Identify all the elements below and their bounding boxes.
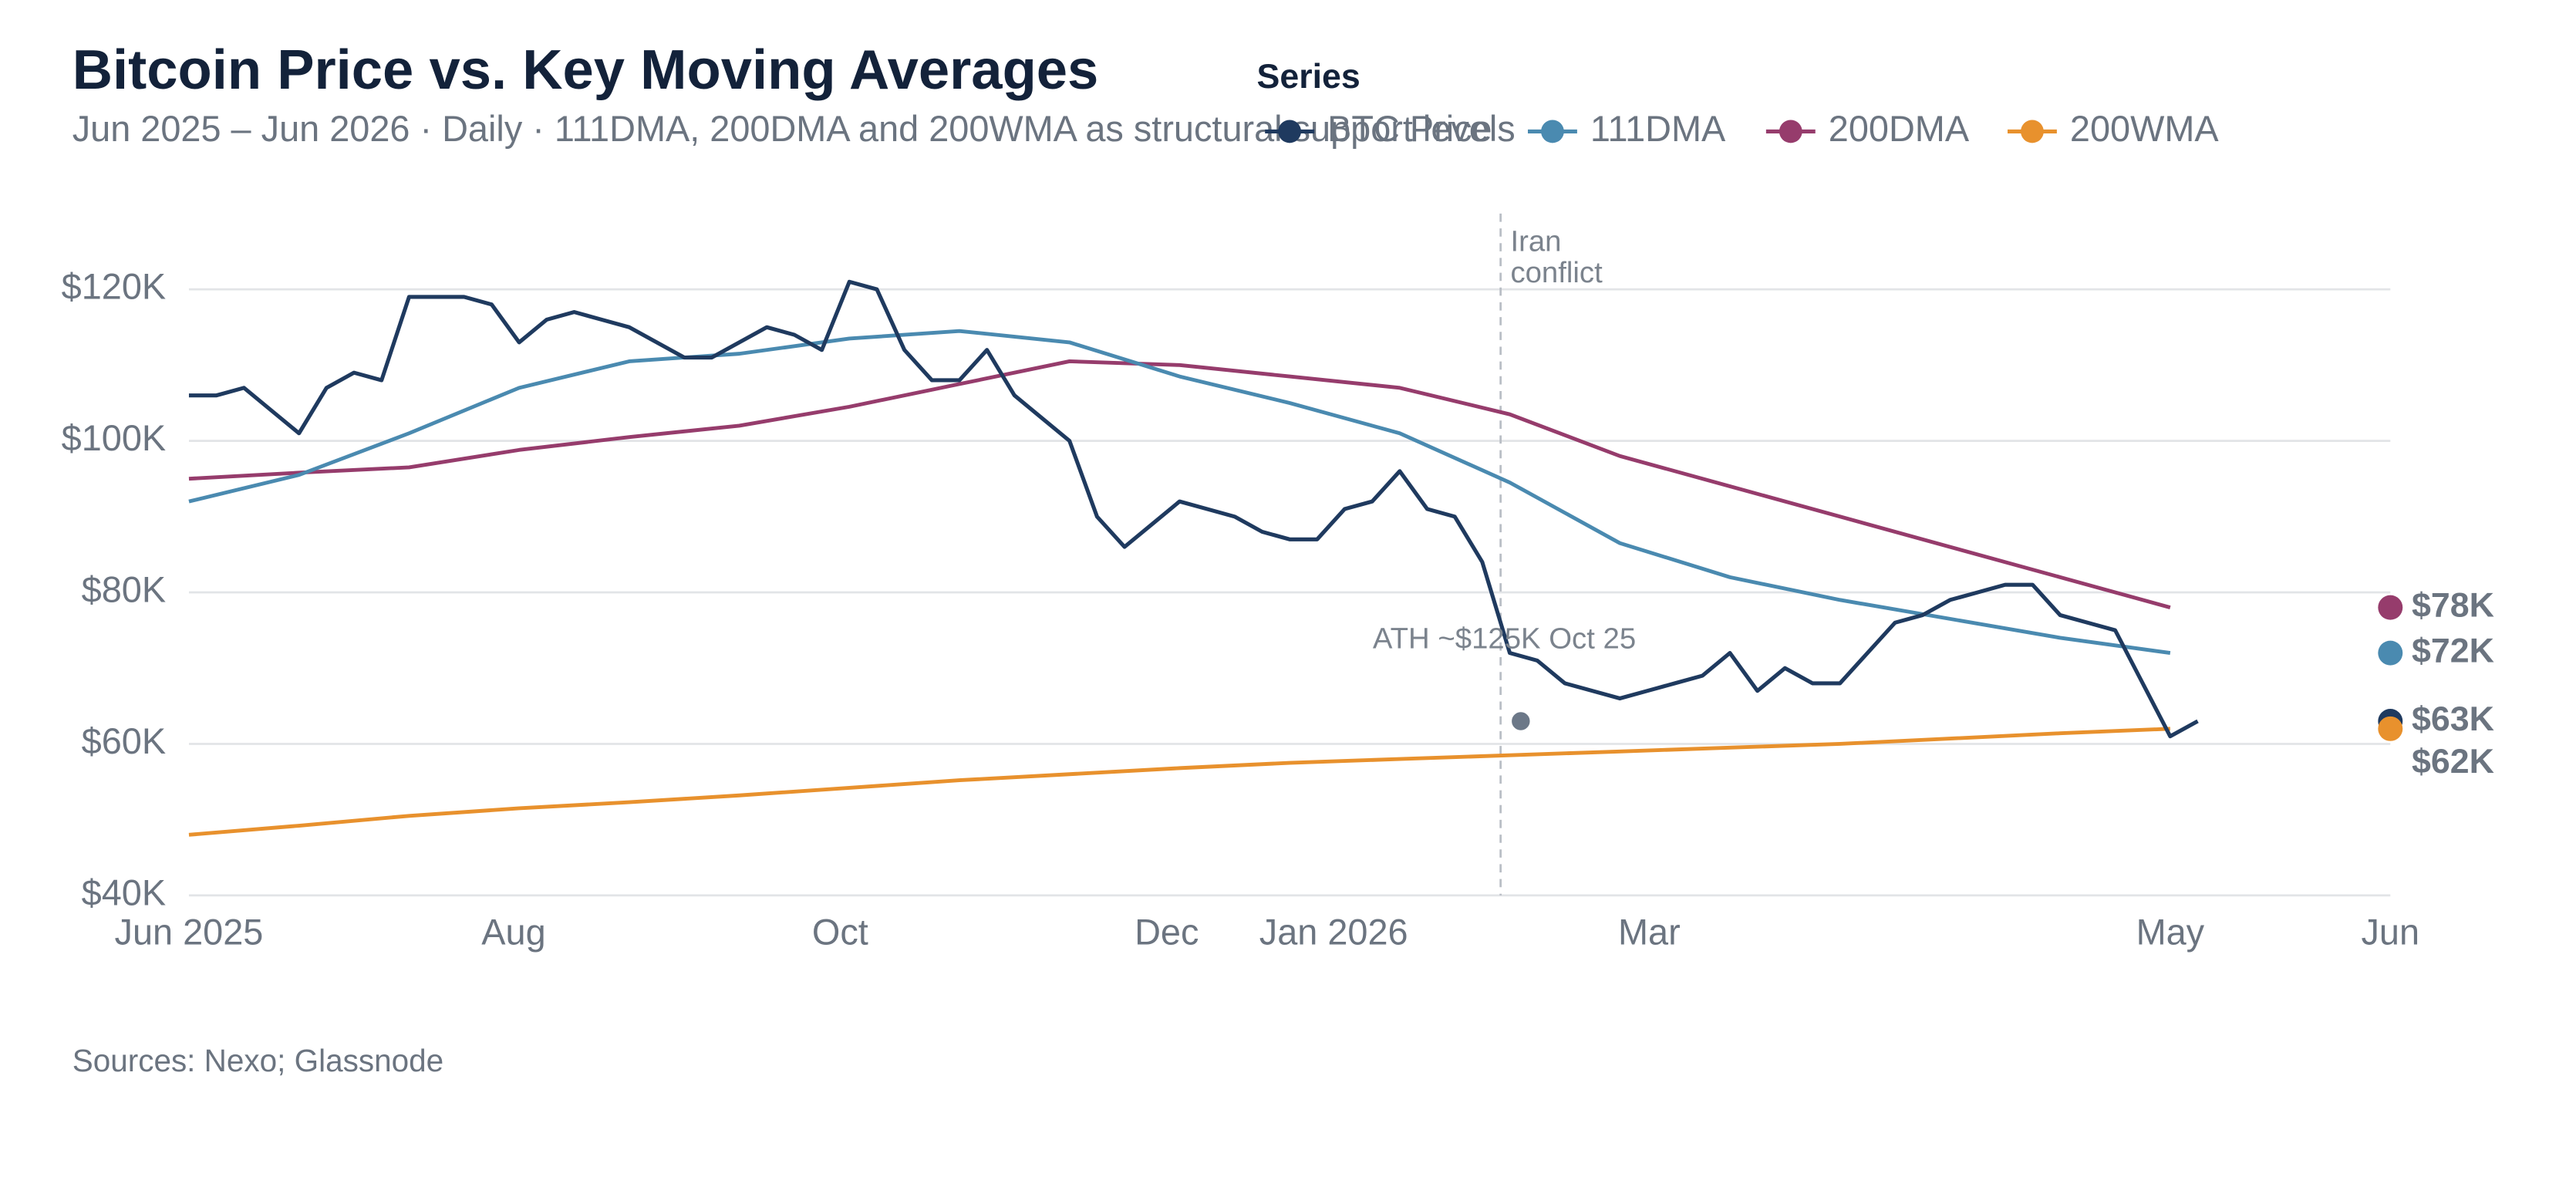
x-tick-label: Dec [1135,912,1199,952]
legend-title: Series [1257,58,1360,96]
end-label: $78K [2412,586,2494,624]
y-tick-label: $120K [62,267,167,307]
legend-item: 200DMA [1765,109,1970,149]
y-tick-label: $40K [82,872,166,912]
y-tick-label: $80K [82,569,166,609]
event-label: Iran [1510,224,1561,258]
end-label: $63K [2412,700,2494,738]
x-tick-label: Mar [1618,912,1681,952]
y-tick-label: $60K [82,721,166,761]
event-label: conflict [1510,256,1603,289]
end-label: $62K [2412,743,2494,781]
chart-subtitle: Jun 2025 – Jun 2026 · Daily · 111DMA, 20… [72,109,1516,149]
legend-item: 111DMA [1527,109,1726,149]
annotation-label: ATH ~$125K Oct 25 [1373,622,1636,656]
x-tick-label: Oct [812,912,868,952]
legend-swatch-dot [1278,120,1302,143]
legend-swatch-dot [2021,120,2044,143]
y-tick-label: $100K [62,418,167,458]
x-tick-label: Jun 2025 [115,912,264,952]
x-tick-label: Aug [481,912,545,952]
x-tick-label: May [2136,912,2205,952]
end-dot [2378,595,2403,620]
x-tick-label: Jan 2026 [1259,912,1408,952]
legend-swatch-dot [1541,120,1564,143]
legend-label: 111DMA [1590,109,1726,149]
annotation-point [1509,710,1532,732]
end-dot [2378,640,2403,666]
legend-swatch-dot [1779,120,1802,143]
source-note: Sources: Nexo; Glassnode [72,1043,443,1078]
chart-title: Bitcoin Price vs. Key Moving Averages [72,39,1099,101]
end-dot [2378,716,2403,741]
series-line [188,329,2171,656]
legend-label: 200WMA [2070,109,2219,149]
series-line [188,279,2199,739]
legend-label: 200DMA [1829,109,1970,149]
series-line [188,727,2170,837]
legend-item: BTC Price [1265,109,1492,149]
legend-label: BTC Price [1327,109,1492,149]
end-label: $72K [2412,632,2494,669]
x-tick-label: Jun [2362,912,2420,952]
legend-item: 200WMA [2007,109,2219,149]
series-line [188,359,2171,610]
